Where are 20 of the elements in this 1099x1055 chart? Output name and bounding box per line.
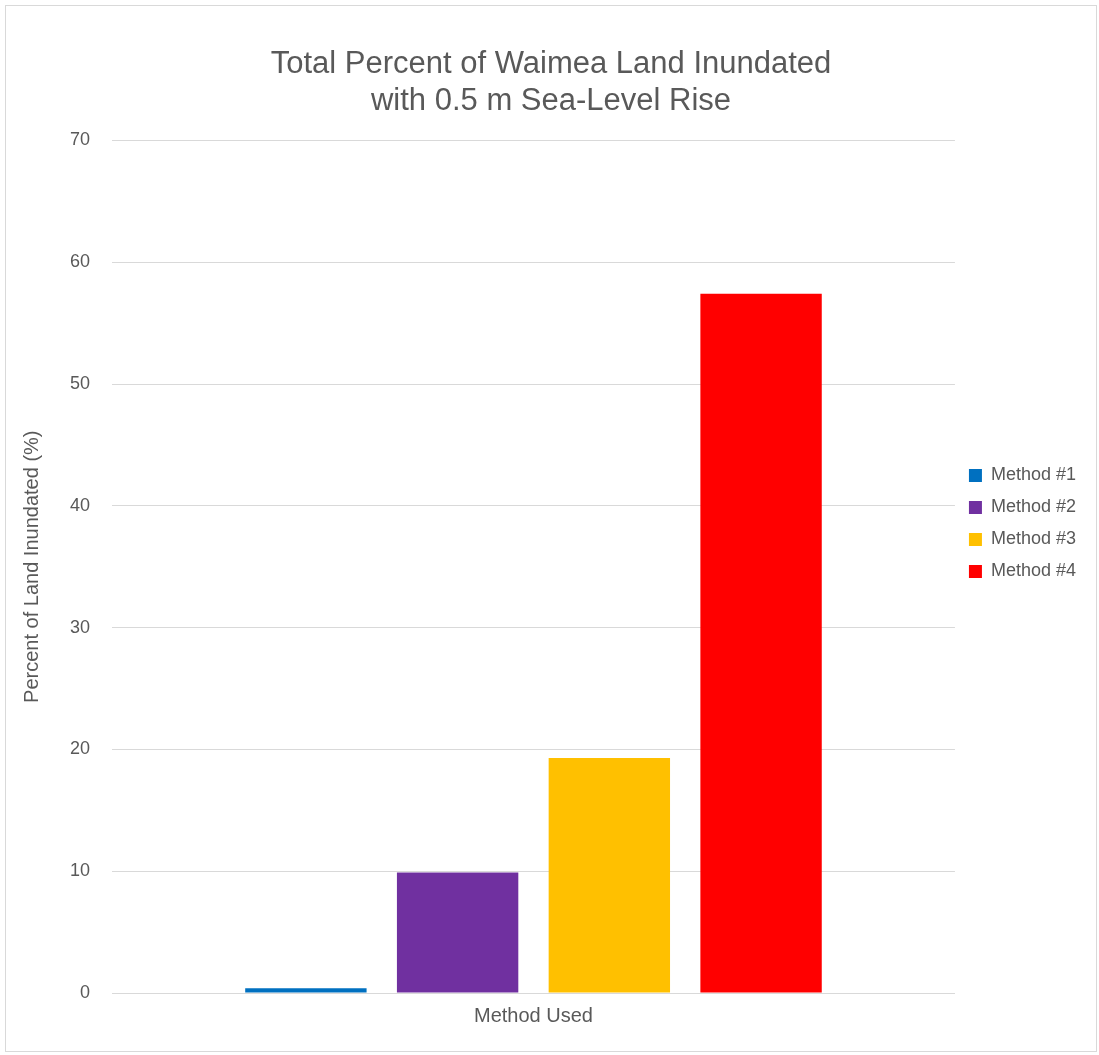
y-tick-label: 40 <box>69 494 91 515</box>
y-tick-label: 70 <box>69 129 91 150</box>
bar <box>700 293 822 993</box>
bar <box>396 872 519 993</box>
bar <box>548 757 671 993</box>
y-tick-label: 20 <box>69 738 91 759</box>
y-axis-title: Percent of Land Inundated (%) <box>19 430 42 703</box>
bar <box>245 988 367 993</box>
y-tick-label: 50 <box>69 372 91 393</box>
y-tick-label: 10 <box>69 860 91 881</box>
text: Total Percent of Waimea Land Inundated <box>270 45 832 81</box>
y-tick-label: 30 <box>69 616 91 637</box>
x-tick-label: Method Used <box>474 1003 593 1026</box>
legend-label: Method #2 <box>990 496 1076 517</box>
legend-label: Method #1 <box>990 464 1076 485</box>
legend-label: Method #3 <box>990 528 1076 549</box>
text: with 0.5 m Sea-Level Rise <box>370 82 732 118</box>
y-tick-label: 0 <box>80 981 91 1002</box>
y-tick-label: 60 <box>69 251 91 272</box>
legend-label: Method #4 <box>990 560 1076 581</box>
